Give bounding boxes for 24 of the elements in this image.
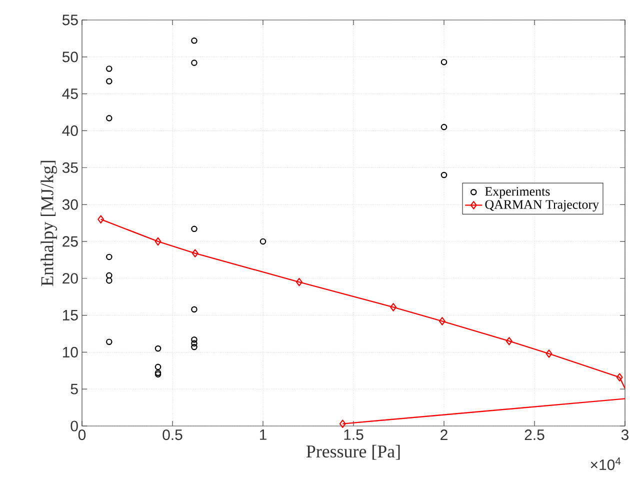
legend-label: Experiments <box>485 187 550 198</box>
y-tick-label: 15 <box>63 310 78 320</box>
y-tick-label: 0 <box>70 420 78 432</box>
x-tick-label: 3 <box>621 430 629 440</box>
y-tick-label: 35 <box>62 162 78 173</box>
y-tick-label: 25 <box>62 236 78 247</box>
y-tick-label: 55 <box>62 14 78 26</box>
x-axis-title: Pressure [Pa] <box>306 444 400 460</box>
y-tick-label: 45 <box>62 88 78 100</box>
y-tick-label: 30 <box>62 199 78 210</box>
x-tick-label: 2 <box>440 430 448 440</box>
y-axis-title: Enthalpy [MJ/kg] <box>40 160 58 286</box>
x-tick-label: 2.5 <box>524 430 544 440</box>
x-tick-label: 1.5 <box>344 430 364 440</box>
x-tick-label: 1 <box>260 430 266 440</box>
x-tick-label: 0.5 <box>162 430 182 440</box>
y-tick-label: 5 <box>70 384 78 394</box>
text: ×10$^{4}$ <box>590 458 621 470</box>
y-tick-label: 50 <box>62 52 78 62</box>
x-tick-label: 0 <box>78 430 86 440</box>
legend-label: QARMAN Trajectory <box>485 200 599 212</box>
y-tick-label: 20 <box>62 273 78 284</box>
y-tick-label: 10 <box>63 346 78 358</box>
y-tick-label: 40 <box>62 125 78 136</box>
